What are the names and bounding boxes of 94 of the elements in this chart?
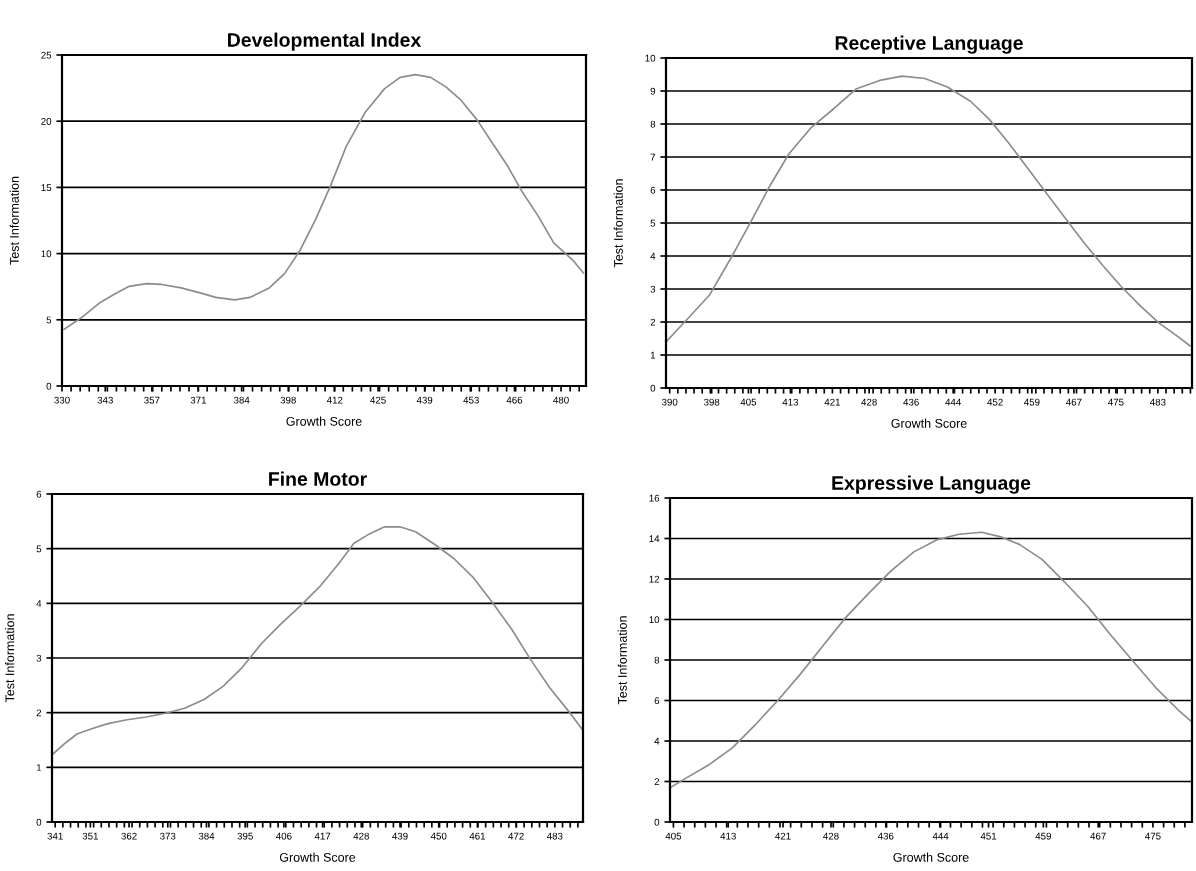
x-tick-label: 428 bbox=[823, 832, 839, 840]
y-tick-label: 14 bbox=[649, 535, 660, 543]
y-tick-label: 10 bbox=[645, 54, 656, 62]
x-tick-label: 351 bbox=[82, 832, 98, 840]
x-tick-label: 421 bbox=[824, 398, 841, 406]
x-tick-label: 483 bbox=[546, 832, 563, 840]
x-tick-label: 467 bbox=[1066, 398, 1082, 406]
x-tick-label: 412 bbox=[326, 396, 343, 404]
y-tick-label: 3 bbox=[650, 285, 656, 293]
x-tick-label: 425 bbox=[370, 396, 386, 404]
x-tick-label: 395 bbox=[237, 832, 253, 840]
y-tick-label: 6 bbox=[36, 490, 42, 498]
x-tick-label: 439 bbox=[416, 396, 433, 404]
x-tick-label: 436 bbox=[903, 398, 919, 406]
x-tick-label: 405 bbox=[740, 398, 757, 406]
x-tick-label: 444 bbox=[932, 832, 949, 840]
y-axis-title: Test Information bbox=[9, 176, 19, 265]
x-tick-label: 472 bbox=[508, 832, 524, 840]
x-tick-label: 405 bbox=[665, 832, 682, 840]
y-tick-label: 9 bbox=[650, 87, 656, 95]
x-tick-label: 450 bbox=[430, 832, 447, 840]
y-tick-label: 0 bbox=[654, 818, 660, 826]
x-tick-label: 362 bbox=[121, 832, 137, 840]
y-tick-label: 7 bbox=[650, 153, 656, 161]
y-tick-label: 8 bbox=[650, 120, 656, 128]
y-tick-label: 20 bbox=[41, 117, 52, 125]
y-tick-label: 2 bbox=[650, 318, 656, 326]
chart-title: Developmental Index bbox=[228, 32, 422, 51]
x-axis-title: Growth Score bbox=[891, 418, 967, 428]
y-axis-title: Test Information bbox=[5, 614, 15, 703]
x-tick-label: 467 bbox=[1090, 832, 1106, 840]
y-axis-title: Test Information bbox=[617, 616, 627, 705]
y-tick-label: 4 bbox=[650, 252, 656, 260]
y-tick-label: 4 bbox=[36, 600, 42, 607]
y-tick-label: 4 bbox=[654, 737, 660, 745]
x-axis-title: Growth Score bbox=[279, 852, 356, 862]
y-tick-label: 10 bbox=[41, 250, 52, 258]
x-tick-label: 452 bbox=[987, 398, 1003, 406]
x-tick-label: 466 bbox=[506, 396, 523, 404]
x-tick-label: 459 bbox=[1024, 398, 1040, 406]
y-tick-label: 1 bbox=[36, 764, 42, 771]
x-tick-label: 421 bbox=[775, 832, 791, 840]
x-tick-label: 357 bbox=[144, 396, 160, 404]
y-tick-label: 1 bbox=[650, 351, 656, 359]
x-tick-label: 439 bbox=[392, 832, 408, 840]
x-tick-label: 343 bbox=[97, 396, 113, 404]
y-tick-label: 0 bbox=[650, 384, 656, 392]
x-tick-label: 406 bbox=[276, 832, 292, 840]
x-axis-title: Growth Score bbox=[893, 852, 969, 862]
y-tick-label: 25 bbox=[41, 51, 52, 59]
y-tick-label: 8 bbox=[654, 656, 660, 664]
x-tick-label: 436 bbox=[877, 832, 894, 840]
x-tick-label: 384 bbox=[233, 396, 250, 404]
x-tick-label: 398 bbox=[280, 396, 296, 404]
chart-title: Receptive Language bbox=[835, 35, 1023, 54]
x-tick-label: 444 bbox=[945, 398, 961, 406]
x-tick-label: 483 bbox=[1149, 398, 1166, 406]
y-tick-label: 10 bbox=[649, 616, 660, 624]
x-tick-label: 451 bbox=[980, 832, 997, 840]
x-tick-label: 459 bbox=[1035, 832, 1051, 840]
y-axis-title: Test Information bbox=[613, 179, 623, 268]
y-tick-label: 0 bbox=[46, 382, 52, 390]
x-tick-label: 330 bbox=[54, 396, 70, 404]
x-tick-label: 428 bbox=[861, 398, 877, 406]
x-tick-label: 453 bbox=[463, 396, 479, 404]
y-tick-label: 3 bbox=[36, 654, 42, 662]
y-tick-label: 2 bbox=[36, 709, 42, 717]
x-tick-label: 341 bbox=[47, 832, 63, 840]
x-tick-label: 480 bbox=[553, 396, 569, 404]
y-tick-label: 5 bbox=[36, 545, 42, 553]
x-tick-label: 417 bbox=[314, 832, 331, 840]
y-tick-label: 5 bbox=[650, 219, 656, 227]
x-tick-label: 413 bbox=[720, 832, 736, 840]
y-tick-label: 5 bbox=[46, 316, 52, 324]
chart-title: Fine Motor bbox=[269, 471, 367, 486]
y-tick-label: 2 bbox=[654, 778, 660, 786]
y-tick-label: 16 bbox=[649, 494, 660, 502]
x-tick-label: 428 bbox=[353, 832, 369, 840]
x-tick-label: 398 bbox=[703, 398, 720, 406]
chart-title: Expressive Language bbox=[832, 475, 1031, 494]
x-axis-title: Growth Score bbox=[286, 416, 362, 426]
x-tick-label: 384 bbox=[198, 832, 215, 840]
y-tick-label: 6 bbox=[654, 697, 660, 705]
x-tick-label: 371 bbox=[190, 396, 207, 404]
y-tick-label: 6 bbox=[650, 186, 656, 194]
x-tick-label: 475 bbox=[1108, 398, 1124, 406]
x-tick-label: 475 bbox=[1145, 832, 1161, 840]
x-tick-label: 413 bbox=[782, 398, 799, 406]
x-tick-label: 373 bbox=[160, 832, 176, 840]
x-tick-label: 461 bbox=[469, 832, 486, 840]
y-tick-label: 0 bbox=[36, 818, 42, 826]
y-tick-label: 15 bbox=[41, 184, 52, 192]
y-tick-label: 12 bbox=[649, 575, 660, 583]
x-tick-label: 390 bbox=[661, 398, 678, 406]
